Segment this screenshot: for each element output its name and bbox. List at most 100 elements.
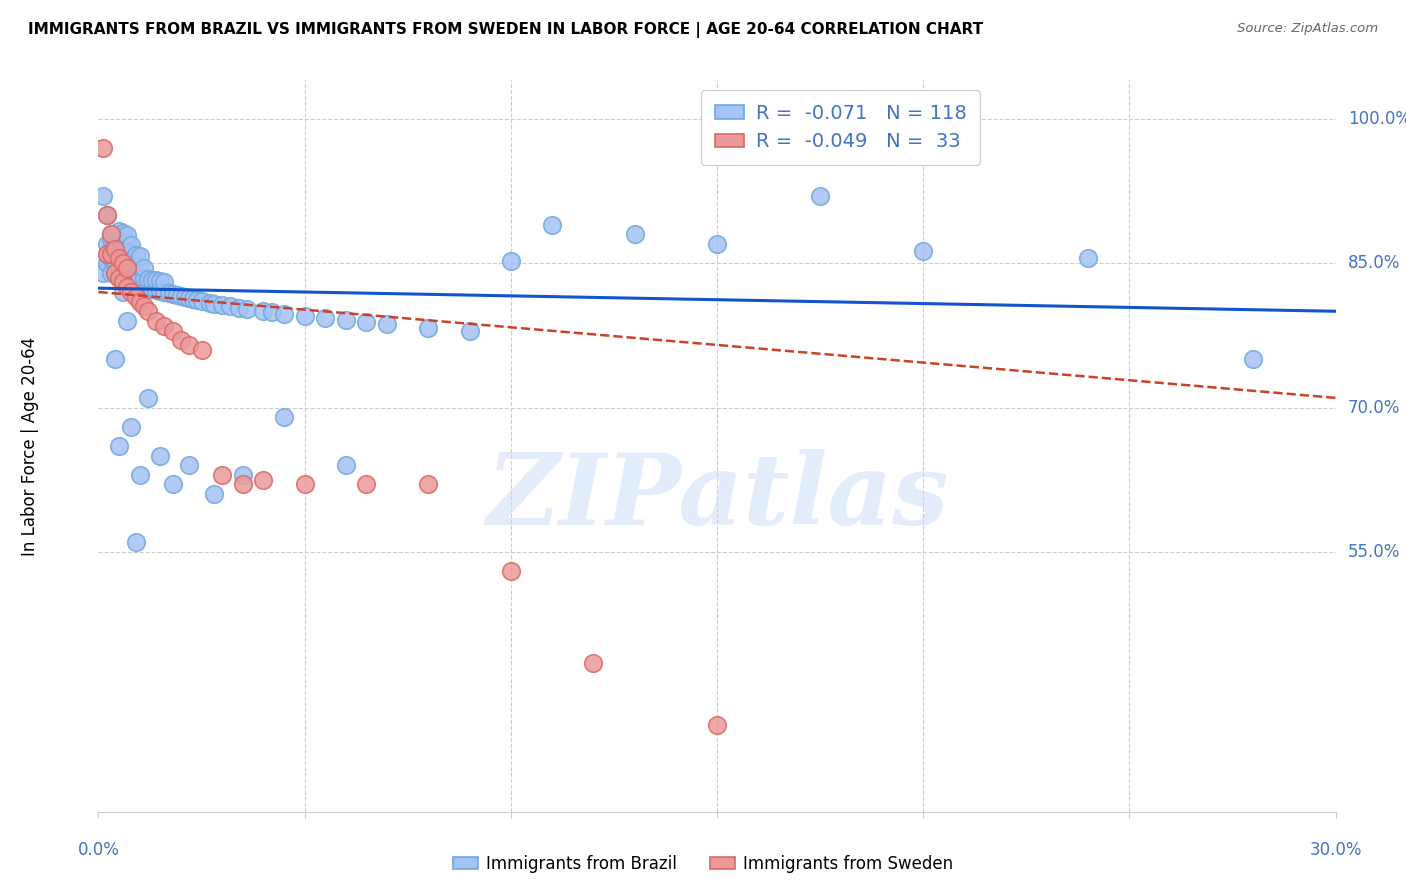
Point bbox=[128, 279, 150, 293]
Point bbox=[96, 256, 118, 270]
Point bbox=[181, 292, 204, 306]
Point bbox=[162, 324, 184, 338]
Point bbox=[120, 277, 142, 292]
Point bbox=[108, 232, 131, 246]
Point bbox=[232, 477, 254, 491]
Point bbox=[108, 248, 131, 262]
Point bbox=[211, 467, 233, 482]
Point bbox=[190, 343, 212, 357]
Point bbox=[236, 302, 259, 317]
Point bbox=[132, 260, 155, 275]
Point bbox=[112, 263, 135, 277]
Point bbox=[112, 276, 135, 290]
Point bbox=[458, 325, 481, 339]
Text: 70.0%: 70.0% bbox=[1348, 399, 1400, 417]
Point bbox=[100, 242, 122, 256]
Point bbox=[117, 276, 139, 290]
Point bbox=[104, 227, 127, 242]
Point bbox=[232, 467, 254, 482]
Text: 100.0%: 100.0% bbox=[1348, 110, 1406, 128]
Point bbox=[356, 477, 378, 491]
Point bbox=[128, 294, 150, 309]
Point bbox=[170, 333, 193, 347]
Point bbox=[179, 458, 201, 473]
Point bbox=[104, 244, 127, 258]
Point bbox=[136, 304, 159, 318]
Point bbox=[112, 252, 135, 266]
Point bbox=[190, 293, 212, 308]
Point bbox=[179, 338, 201, 352]
Point bbox=[124, 278, 146, 293]
Point bbox=[112, 242, 135, 256]
Point bbox=[211, 298, 233, 312]
Point bbox=[166, 288, 188, 302]
Point bbox=[120, 238, 142, 252]
Point bbox=[202, 487, 225, 501]
Point bbox=[100, 227, 122, 242]
Point bbox=[136, 391, 159, 405]
Point bbox=[157, 285, 180, 300]
Text: 30.0%: 30.0% bbox=[1309, 841, 1362, 859]
Point bbox=[128, 259, 150, 273]
Point bbox=[294, 477, 316, 491]
Text: ZIPatlas: ZIPatlas bbox=[486, 449, 948, 545]
Point bbox=[499, 254, 522, 268]
Point bbox=[499, 564, 522, 578]
Point bbox=[153, 318, 176, 333]
Point bbox=[91, 141, 114, 155]
Point bbox=[174, 290, 197, 304]
Point bbox=[108, 240, 131, 254]
Point bbox=[117, 244, 139, 259]
Point bbox=[112, 256, 135, 270]
Point bbox=[273, 307, 295, 321]
Text: 55.0%: 55.0% bbox=[1348, 543, 1400, 561]
Point bbox=[252, 473, 274, 487]
Point bbox=[623, 227, 645, 242]
Point bbox=[132, 300, 155, 314]
Point bbox=[252, 304, 274, 318]
Point bbox=[314, 311, 336, 326]
Point bbox=[356, 315, 378, 329]
Point bbox=[108, 439, 131, 453]
Point bbox=[108, 252, 131, 266]
Point bbox=[706, 236, 728, 251]
Point bbox=[117, 314, 139, 328]
Point bbox=[124, 248, 146, 262]
Point bbox=[96, 246, 118, 260]
Point bbox=[202, 296, 225, 310]
Point bbox=[104, 242, 127, 256]
Text: Source: ZipAtlas.com: Source: ZipAtlas.com bbox=[1237, 22, 1378, 36]
Point bbox=[104, 254, 127, 268]
Point bbox=[117, 228, 139, 243]
Point bbox=[117, 235, 139, 250]
Point bbox=[91, 188, 114, 202]
Point bbox=[124, 290, 146, 304]
Point bbox=[117, 280, 139, 294]
Point bbox=[260, 305, 283, 319]
Point bbox=[112, 273, 135, 287]
Point bbox=[335, 313, 357, 327]
Point bbox=[117, 254, 139, 268]
Point bbox=[375, 317, 398, 331]
Point bbox=[96, 208, 118, 222]
Point bbox=[108, 224, 131, 238]
Point bbox=[141, 272, 163, 286]
Point bbox=[108, 258, 131, 272]
Point bbox=[162, 287, 184, 301]
Point bbox=[96, 208, 118, 222]
Point bbox=[104, 352, 127, 367]
Point bbox=[112, 234, 135, 248]
Point bbox=[108, 270, 131, 285]
Point bbox=[108, 270, 131, 285]
Point bbox=[153, 285, 176, 299]
Point bbox=[145, 314, 167, 328]
Point bbox=[112, 285, 135, 299]
Point bbox=[1077, 252, 1099, 266]
Point bbox=[219, 300, 242, 314]
Point bbox=[145, 273, 167, 287]
Point bbox=[128, 467, 150, 482]
Point bbox=[335, 458, 357, 473]
Point bbox=[153, 276, 176, 290]
Point bbox=[418, 477, 440, 491]
Point bbox=[128, 249, 150, 263]
